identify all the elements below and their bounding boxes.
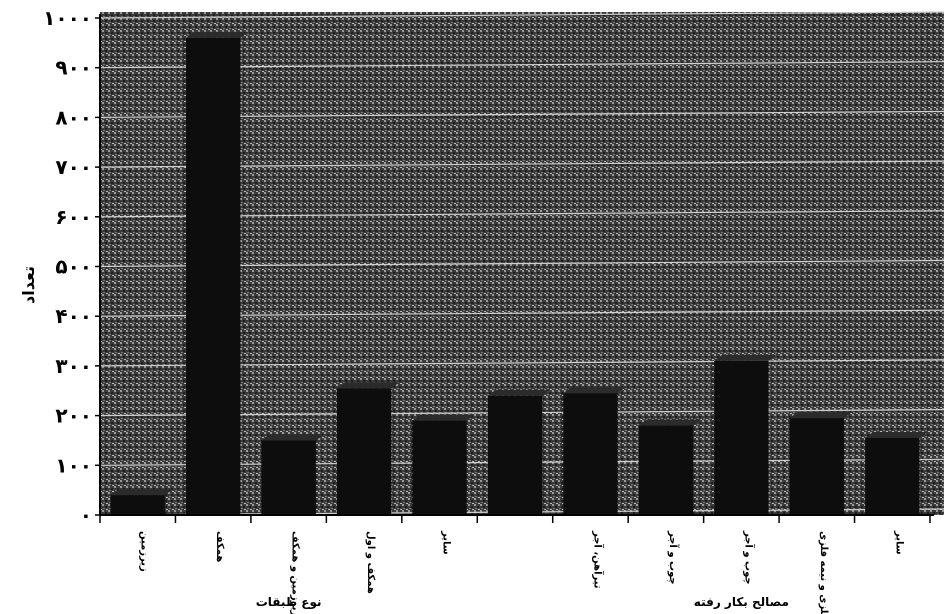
bar-top bbox=[412, 414, 475, 421]
y-axis-label: تعداد bbox=[19, 266, 38, 304]
y-tick-label: ۰ bbox=[80, 503, 92, 527]
y-tick-label: ۲۰۰ bbox=[55, 404, 92, 428]
bar-top bbox=[261, 434, 324, 441]
x-category-label: سایر bbox=[893, 530, 904, 555]
y-tick-label: ۶۰۰ bbox=[55, 205, 92, 229]
bar bbox=[336, 388, 392, 515]
y-tick-labels: ۰ ۱۰۰ ۲۰۰ ۳۰۰ ۴۰۰ ۵۰۰ ۶۰۰ ۷۰۰ ۸۰۰ ۹۰۰ ۱۰۰۰ bbox=[43, 6, 92, 527]
gridline bbox=[99, 309, 945, 317]
bar bbox=[110, 495, 165, 515]
x-category-label: چوب و آجر bbox=[667, 530, 680, 585]
bar bbox=[186, 37, 241, 515]
group-labels: نوع طبقات مصالح بکار رفته bbox=[256, 595, 789, 610]
y-tick-label: ۱۰۰۰ bbox=[43, 6, 92, 30]
x-category-labels: زیرزمین همکف زیرزمین و همکف همکف و اول سایر ت… bbox=[139, 530, 905, 614]
bars bbox=[110, 31, 928, 515]
axes bbox=[95, 14, 934, 523]
x-category-label: زیرزمین و همکف bbox=[290, 531, 301, 614]
x-category-label: همکف و اول bbox=[365, 531, 376, 594]
bar-top bbox=[110, 489, 173, 496]
gridline bbox=[99, 210, 945, 218]
bar bbox=[714, 360, 769, 515]
bar bbox=[789, 418, 844, 515]
bar-top bbox=[563, 387, 626, 394]
y-tick-label: ۹۰۰ bbox=[55, 56, 92, 80]
bar bbox=[412, 420, 467, 515]
x-category-label: سایر bbox=[441, 530, 452, 555]
bar-top bbox=[789, 412, 852, 419]
x-category-label: تیرآهن، آجر bbox=[591, 530, 604, 589]
y-tick-label: ۵۰۰ bbox=[55, 255, 92, 279]
gridline bbox=[99, 110, 945, 118]
y-tick-label: ۴۰۰ bbox=[55, 304, 92, 328]
bar-top bbox=[336, 382, 400, 389]
bar bbox=[487, 395, 543, 515]
group-label: مصالح بکار رفته bbox=[694, 595, 789, 609]
x-category-label: چوب و آجر bbox=[742, 530, 755, 585]
bar-top bbox=[487, 389, 551, 396]
gridline bbox=[99, 11, 945, 19]
gridline bbox=[99, 359, 945, 367]
y-tick-label: ۳۰۰ bbox=[55, 354, 92, 378]
bar bbox=[261, 440, 316, 515]
bar bbox=[638, 425, 694, 515]
gridline bbox=[99, 259, 945, 268]
bar bbox=[865, 437, 920, 515]
x-category-label: زیرزمین bbox=[139, 531, 150, 572]
gridline bbox=[99, 160, 945, 168]
x-category-label: همکف bbox=[214, 531, 225, 562]
y-tick-label: ۸۰۰ bbox=[55, 105, 92, 129]
bar-top bbox=[638, 419, 702, 426]
group-label: نوع طبقات bbox=[256, 595, 322, 610]
gridline bbox=[99, 61, 945, 69]
x-category-label: فلزی و نیمه فلزی bbox=[818, 531, 829, 614]
y-tick-label: ۱۰۰ bbox=[55, 453, 92, 477]
bar-top bbox=[186, 31, 249, 38]
bar bbox=[563, 393, 618, 515]
y-tick-label: ۷۰۰ bbox=[55, 155, 92, 179]
bar-top bbox=[865, 431, 928, 438]
bar-top bbox=[714, 354, 777, 361]
